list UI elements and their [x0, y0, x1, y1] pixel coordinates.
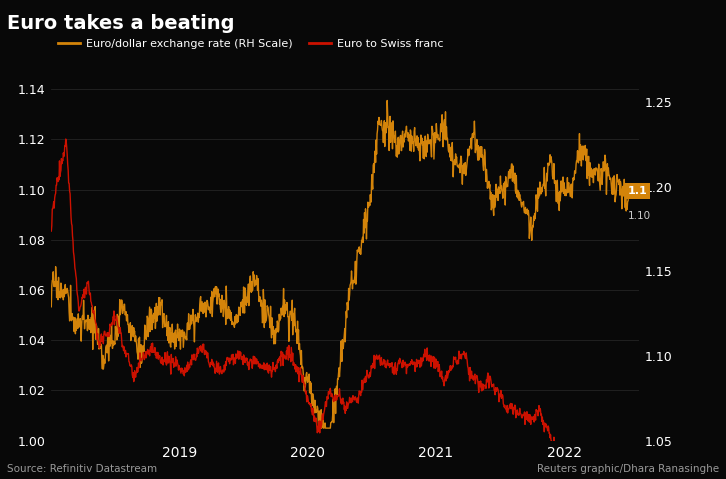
- Text: Euro takes a beating: Euro takes a beating: [7, 14, 234, 34]
- Legend: Euro/dollar exchange rate (RH Scale), Euro to Swiss franc: Euro/dollar exchange rate (RH Scale), Eu…: [54, 35, 448, 54]
- Text: Reuters graphic/Dhara Ranasinghe: Reuters graphic/Dhara Ranasinghe: [537, 464, 719, 474]
- Text: 1.1: 1.1: [628, 186, 648, 196]
- Text: Source: Refinitiv Datastream: Source: Refinitiv Datastream: [7, 464, 158, 474]
- Text: 1.10: 1.10: [628, 211, 651, 221]
